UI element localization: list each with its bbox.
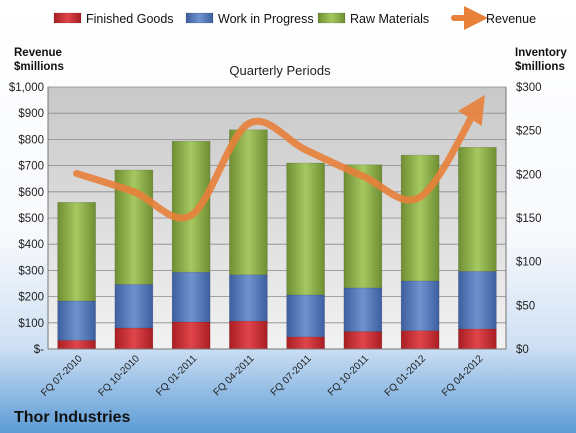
bar-finished-goods xyxy=(343,331,383,350)
left-tick-label: $700 xyxy=(18,161,44,173)
x-tick-label: FQ 04-2011 xyxy=(212,353,257,398)
right-tick-label: $50 xyxy=(516,300,535,312)
x-tick-label: FQ 10-2010 xyxy=(96,353,142,399)
revenue-line xyxy=(73,94,485,222)
right-tick-label: $0 xyxy=(516,344,529,356)
right-tick-label: $100 xyxy=(516,257,542,269)
bar-work-in-progress xyxy=(57,300,96,341)
right-axis-label-line1: Inventory xyxy=(515,47,567,59)
bars xyxy=(57,129,497,350)
bar-finished-goods xyxy=(458,328,497,350)
legend-label: Work in Progress xyxy=(218,12,314,26)
left-tick-label: $800 xyxy=(18,134,44,146)
right-tick-label: $250 xyxy=(516,126,542,138)
bar-finished-goods xyxy=(57,339,96,350)
x-tick-label: FQ 01-2012 xyxy=(383,353,429,399)
right-tick-label: $200 xyxy=(516,169,542,181)
legend-swatch-work-in-progress xyxy=(185,12,214,24)
left-tick-label: $900 xyxy=(18,108,44,120)
legend: Finished Goods Work in Progress Raw Materi… xyxy=(53,6,536,30)
bar-raw-materials xyxy=(286,162,325,296)
bar-work-in-progress xyxy=(229,274,268,322)
bar-raw-materials xyxy=(57,201,96,302)
right-axis-label-line2: $millions xyxy=(515,61,565,73)
left-tick-label: $1,000 xyxy=(9,82,44,94)
bar-raw-materials xyxy=(458,146,497,272)
bar-raw-materials xyxy=(229,129,268,276)
left-tick-label: $400 xyxy=(18,239,44,251)
company-name: Thor Industries xyxy=(14,409,131,426)
right-tick-label: $300 xyxy=(516,82,542,94)
x-tick-label: FQ 01-2011 xyxy=(154,353,199,398)
bar-work-in-progress xyxy=(114,284,154,329)
revenue-line-group xyxy=(73,94,485,222)
bar-work-in-progress xyxy=(400,280,440,331)
left-tick-label: $300 xyxy=(18,265,44,277)
bar-raw-materials xyxy=(171,140,211,273)
bar-finished-goods xyxy=(114,327,154,350)
bar-work-in-progress xyxy=(286,294,325,338)
x-tick-label: FQ 10-2011 xyxy=(326,353,371,398)
bar-finished-goods xyxy=(400,330,440,350)
legend-label: Raw Materials xyxy=(350,12,429,26)
legend-label: Revenue xyxy=(486,12,536,26)
left-tick-label: $600 xyxy=(18,187,44,199)
left-tick-label: $100 xyxy=(18,318,44,330)
left-axis-label-line1: Revenue xyxy=(14,47,62,59)
bar-work-in-progress xyxy=(171,271,211,323)
left-tick-label: $500 xyxy=(18,213,44,225)
left-axis-label-line2: $millions xyxy=(14,61,64,73)
bar-finished-goods xyxy=(229,320,268,350)
legend-swatch-finished-goods xyxy=(53,12,82,24)
bar-work-in-progress xyxy=(458,270,497,330)
x-tick-label: FQ 04-2012 xyxy=(440,353,486,399)
left-tick-label: $200 xyxy=(18,292,44,304)
right-tick-label: $150 xyxy=(516,213,542,225)
legend-swatch-raw-materials xyxy=(317,12,346,24)
bar-finished-goods xyxy=(171,321,211,350)
bar-raw-materials xyxy=(400,154,440,282)
x-tick-label: FQ 07-2011 xyxy=(269,353,314,398)
x-tick-label: FQ 07-2010 xyxy=(39,353,85,399)
bar-work-in-progress xyxy=(343,287,383,332)
legend-label: Finished Goods xyxy=(86,12,174,26)
chart-title: Quarterly Periods xyxy=(229,63,331,78)
bar-finished-goods xyxy=(286,336,325,350)
left-tick-label: $- xyxy=(34,344,44,356)
